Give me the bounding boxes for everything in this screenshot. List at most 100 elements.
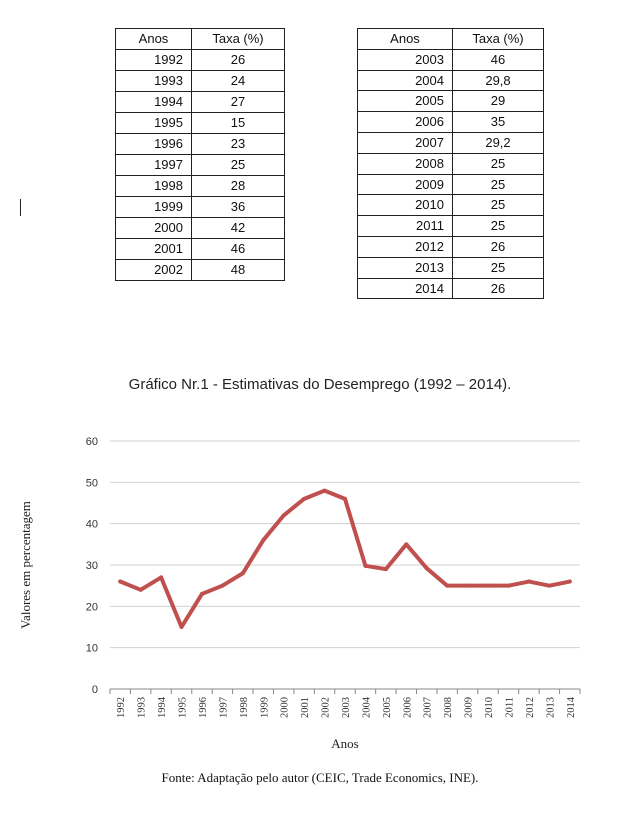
unemployment-table-2003-2014: Anos Taxa (%) 2003 46 2004 29,8 2005 29 2006 35… [357,28,544,300]
unemployment-line-chart: 0 10 20 30 40 50 60 1992 1993 1994 1995 1996 1997 199… [18,436,581,751]
year-cell: 2011 [357,215,453,237]
x-tick-label: 2001 [300,697,311,718]
x-tick-label: 2012 [525,697,536,718]
data-point [445,583,450,588]
year-cell: 1996 [115,133,192,155]
unemployment-table-1992-2002: Anos Taxa (%) 1992 26 1993 24 1994 27 1995 15 19… [115,28,285,281]
year-cell: 2000 [115,217,192,239]
data-point [567,579,572,584]
year-cell: 2003 [357,48,453,71]
rate-cell: 36 [191,196,285,218]
year-cell: 1992 [115,49,192,71]
x-tick-label: 2011 [504,697,515,718]
table-row: 2007 29,2 [357,131,544,154]
x-tick-label: 2003 [341,697,352,718]
rate-cell: 28 [191,175,285,197]
data-point [240,571,245,576]
x-tick-label: 1998 [239,697,250,718]
header-taxa: Taxa (%) [452,28,544,50]
year-cell: 1998 [115,175,192,197]
header-taxa: Taxa (%) [191,28,285,50]
data-point [486,583,491,588]
rate-cell: 27 [191,91,285,113]
x-tick-label: 1997 [218,697,229,718]
table-row: 2002 48 [115,259,285,281]
data-point [302,496,307,501]
table-row: 2013 25 [357,256,544,279]
table-row: 1994 27 [115,91,285,113]
x-tick-label: 2004 [361,696,372,718]
table-row: 2005 29 [357,90,544,113]
y-tick-label: 10 [86,643,98,655]
year-cell: 2005 [357,90,453,113]
data-point [261,538,266,543]
rate-cell: 25 [452,152,544,175]
rate-cell: 23 [191,133,285,155]
x-tick-label: 2005 [382,697,393,718]
table-row: 2008 25 [357,152,544,175]
table-row: 1999 36 [115,196,285,218]
x-tick-label: 2002 [321,697,332,718]
data-point [199,591,204,596]
rate-cell: 26 [191,49,285,71]
rate-cell: 46 [452,48,544,71]
table-row: 1996 23 [115,133,285,155]
year-cell: 2007 [357,131,453,154]
x-tick-label: 1999 [259,697,270,718]
x-tick-label: 1996 [198,697,209,718]
y-tick-label: 40 [86,519,98,531]
table-row: 1998 28 [115,175,285,197]
table-row: 1993 24 [115,70,285,92]
rate-cell: 25 [191,154,285,176]
table-row: 2003 46 [357,48,544,71]
data-point [281,513,286,518]
rate-cell: 15 [191,112,285,134]
x-tick-label: 1994 [157,696,168,718]
chart-caption: Gráfico Nr.1 - Estimativas do Desemprego… [128,376,512,393]
data-point [547,583,552,588]
table-row: 2001 46 [115,238,285,260]
data-point [322,488,327,493]
table-header-row: Anos Taxa (%) [115,28,285,50]
rate-cell: 25 [452,215,544,237]
year-cell: 2002 [115,259,192,281]
rate-cell: 26 [452,277,544,300]
data-point [363,563,368,568]
data-point [424,566,429,571]
year-cell: 1993 [115,70,192,92]
table-row: 2014 26 [357,277,544,300]
rate-cell: 25 [452,194,544,217]
rate-cell: 42 [191,217,285,239]
rate-cell: 46 [191,238,285,260]
table-row: 2006 35 [357,111,544,133]
y-tick-label: 30 [86,560,98,572]
x-tick-label: 2014 [566,696,577,718]
rate-cell: 25 [452,256,544,279]
data-point [138,587,143,592]
year-cell: 1999 [115,196,192,218]
y-tick-label: 60 [86,436,98,448]
year-cell: 2001 [115,238,192,260]
year-cell: 2004 [357,69,453,92]
data-point [526,579,531,584]
table-row: 2000 42 [115,217,285,239]
x-tick-label: 2007 [423,697,434,718]
year-cell: 2012 [357,235,453,258]
rate-cell: 29,8 [452,69,544,92]
x-tick-label: 2009 [464,697,475,718]
table-row: 2009 25 [357,173,544,196]
table-row: 1997 25 [115,154,285,176]
header-anos: Anos [115,28,192,50]
rate-cell: 24 [191,70,285,92]
x-tick-label: 1995 [178,697,189,718]
rate-cell: 26 [452,235,544,258]
data-point [383,567,388,572]
y-tick-label: 0 [92,684,98,696]
x-tick-label: 2008 [443,697,454,718]
x-tick-label: 2010 [484,697,495,718]
rate-cell: 29 [452,90,544,113]
x-tick-label: 2006 [402,697,413,718]
data-point [159,575,164,580]
x-tick-label: 1992 [116,697,127,718]
table-row: 2012 26 [357,235,544,258]
